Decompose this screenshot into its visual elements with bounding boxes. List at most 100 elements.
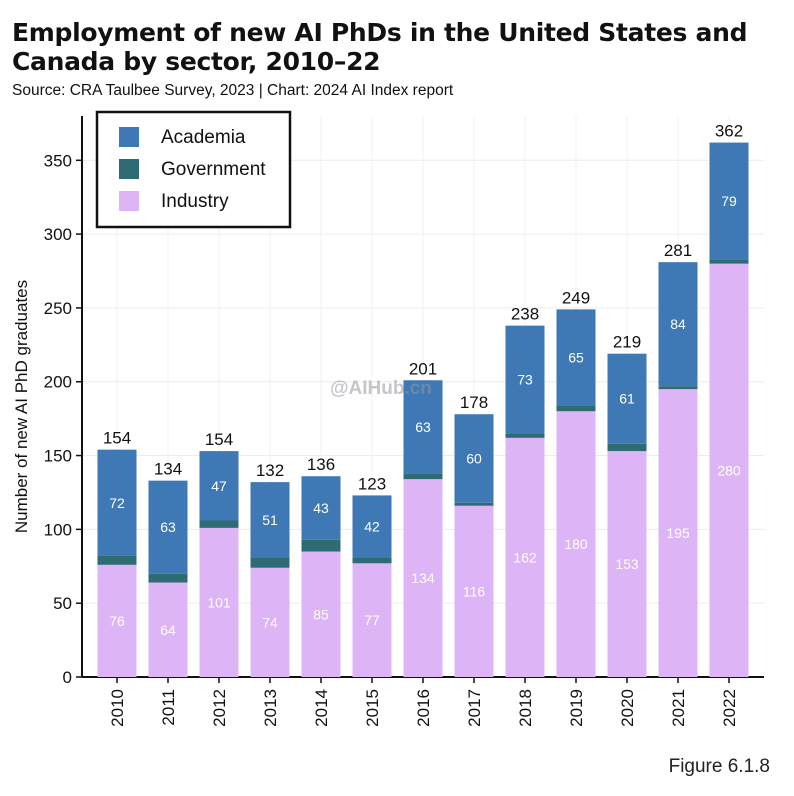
- bar-industry-2017: [454, 505, 494, 677]
- bar-government-2019: [556, 405, 596, 412]
- x-tick-label: 2015: [363, 689, 382, 727]
- bar-industry-2016: [403, 479, 443, 677]
- bar-industry-2022: [709, 263, 749, 677]
- bar-total-label: 154: [205, 430, 233, 449]
- data-label-academia: 60: [466, 451, 482, 467]
- x-tick-label: 2010: [108, 689, 127, 727]
- data-label-industry: 74: [262, 614, 278, 630]
- bar-industry-2020: [607, 451, 647, 677]
- bar-government-2011: [148, 573, 188, 583]
- data-label-academia: 42: [364, 518, 380, 534]
- bar-government-2016: [403, 473, 443, 480]
- bar-academia-2021: [658, 262, 698, 387]
- x-tick-label: 2012: [210, 689, 229, 727]
- data-label-industry: 76: [109, 613, 125, 629]
- data-label-industry: 85: [313, 606, 329, 622]
- data-label-industry: 134: [411, 570, 435, 586]
- data-label-industry: 280: [717, 462, 741, 478]
- bar-academia-2010: [97, 449, 137, 556]
- bar-total-label: 132: [256, 461, 284, 480]
- legend-swatch-government: [119, 159, 139, 179]
- bar-academia-2015: [352, 495, 392, 558]
- bar-academia-2011: [148, 480, 188, 574]
- data-label-academia: 84: [670, 316, 686, 332]
- data-label-academia: 43: [313, 500, 329, 516]
- x-tick-label: 2022: [720, 689, 739, 727]
- watermark-text: @AIHub.cn: [330, 378, 432, 399]
- data-label-industry: 153: [615, 556, 639, 572]
- bar-industry-2014: [301, 551, 341, 677]
- data-label-academia: 73: [517, 372, 533, 388]
- y-axis-title: Number of new AI PhD graduates: [12, 280, 31, 533]
- bar-total-label: 281: [664, 241, 692, 260]
- x-tick-label: 2016: [414, 689, 433, 727]
- bar-government-2015: [352, 557, 392, 564]
- figure-label: Figure 6.1.8: [668, 756, 770, 777]
- bar-total-label: 201: [409, 359, 437, 378]
- bar-total-label: 136: [307, 455, 335, 474]
- y-tick-label: 100: [44, 520, 72, 539]
- y-tick-label: 250: [44, 299, 72, 318]
- bar-government-2010: [97, 555, 137, 565]
- bar-academia-2020: [607, 353, 647, 444]
- bar-industry-2010: [97, 564, 137, 677]
- data-label-academia: 61: [619, 391, 635, 407]
- bar-academia-2018: [505, 325, 545, 434]
- bar-government-2022: [709, 259, 749, 264]
- bar-government-2012: [199, 520, 239, 528]
- x-tick-label: 2018: [516, 689, 535, 727]
- bar-total-label: 154: [103, 429, 131, 448]
- bar-total-label: 362: [715, 122, 743, 141]
- bar-industry-2015: [352, 563, 392, 677]
- data-label-academia: 47: [211, 478, 227, 494]
- y-tick-label: 150: [44, 447, 72, 466]
- bar-academia-2012: [199, 451, 239, 521]
- bar-government-2014: [301, 539, 341, 552]
- bar-government-2018: [505, 433, 545, 438]
- bar-total-label: 219: [613, 333, 641, 352]
- bar-total-label: 178: [460, 393, 488, 412]
- legend-label-academia: Academia: [161, 127, 246, 148]
- data-label-industry: 180: [564, 536, 588, 552]
- data-label-industry: 64: [160, 622, 176, 638]
- bar-total-label: 238: [511, 305, 539, 324]
- x-tick-label: 2019: [567, 689, 586, 727]
- bar-academia-2014: [301, 476, 341, 540]
- bar-total-label: 249: [562, 288, 590, 307]
- data-label-industry: 162: [513, 549, 537, 565]
- legend-label-government: Government: [161, 159, 266, 180]
- bar-academia-2013: [250, 482, 290, 558]
- x-tick-label: 2011: [159, 689, 178, 726]
- data-label-academia: 65: [568, 349, 584, 365]
- legend-label-industry: Industry: [161, 191, 229, 212]
- bar-industry-2013: [250, 567, 290, 677]
- x-tick-label: 2017: [465, 689, 484, 727]
- legend-swatch-academia: [119, 127, 139, 147]
- x-tick-label: 2020: [618, 689, 637, 727]
- y-tick-label: 50: [53, 594, 72, 613]
- data-label-academia: 79: [721, 193, 737, 209]
- bar-industry-2019: [556, 411, 596, 677]
- bar-academia-2022: [709, 142, 749, 260]
- y-tick-label: 300: [44, 225, 72, 244]
- x-tick-label: 2014: [312, 689, 331, 727]
- bar-government-2020: [607, 443, 647, 452]
- bar-government-2021: [658, 386, 698, 390]
- data-label-academia: 72: [109, 495, 125, 511]
- data-label-industry: 116: [463, 583, 486, 599]
- bar-academia-2019: [556, 309, 596, 406]
- bar-industry-2018: [505, 437, 545, 677]
- bar-total-label: 134: [154, 460, 182, 479]
- chart-source: Source: CRA Taulbee Survey, 2023 | Chart…: [12, 82, 454, 99]
- bar-industry-2021: [658, 389, 698, 677]
- data-label-industry: 101: [207, 594, 231, 610]
- bar-industry-2012: [199, 527, 239, 677]
- bar-academia-2016: [403, 380, 443, 474]
- data-label-academia: 51: [262, 512, 278, 528]
- data-label-industry: 195: [666, 525, 690, 541]
- chart-title: Employment of new AI PhDs in the United …: [12, 18, 748, 76]
- y-tick-label: 350: [44, 151, 72, 170]
- bar-total-label: 123: [358, 474, 386, 493]
- bar-government-2017: [454, 502, 494, 506]
